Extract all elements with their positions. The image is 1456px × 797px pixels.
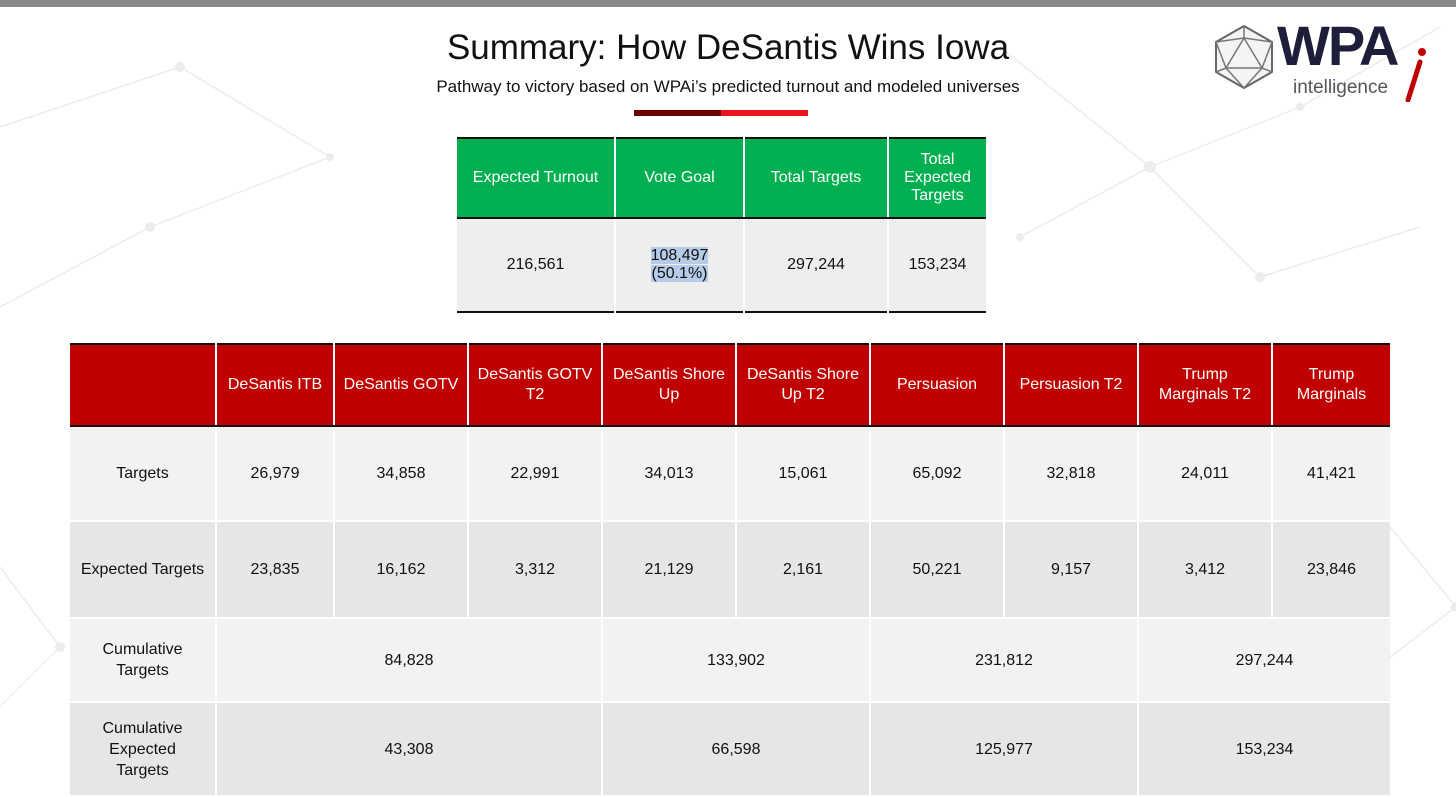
row-label-text: Cumulative Expected Targets — [102, 719, 183, 779]
table-cell: 43,308 — [215, 702, 602, 797]
targets-table: DeSantis ITB DeSantis GOTV DeSantis GOTV… — [70, 343, 1390, 797]
page-subtitle: Pathway to victory based on WPAi’s predi… — [436, 77, 1020, 96]
header-desantis-shore-up-t2: DeSantis Shore Up T2 — [735, 344, 870, 427]
table-cell: 3,312 — [467, 521, 602, 619]
summary-table: Expected Turnout Vote Goal Total Targets… — [457, 137, 986, 313]
table-cell: 153,234 — [1137, 702, 1390, 797]
summary-header-row: Expected Turnout Vote Goal Total Targets… — [457, 138, 986, 219]
table-cell: 23,835 — [215, 521, 334, 619]
network-background — [0, 26, 1456, 708]
value-total-expected-targets: 153,234 — [887, 218, 986, 312]
header-persuasion-t2: Persuasion T2 — [1003, 344, 1138, 427]
table-cell: 41,421 — [1271, 426, 1390, 522]
table-row-expected-targets: Expected Targets 23,835 16,162 3,312 21,… — [70, 521, 1390, 619]
logo-i-mark — [1405, 48, 1426, 102]
table-cell: 15,061 — [735, 426, 870, 522]
header-desantis-gotv: DeSantis GOTV — [333, 344, 468, 427]
table-cell: 16,162 — [333, 521, 468, 619]
table-cell: 34,858 — [333, 426, 468, 522]
logo-tagline: intelligence — [1293, 77, 1389, 98]
header-desantis-shore-up: DeSantis Shore Up — [601, 344, 736, 427]
table-cell: 297,244 — [1137, 618, 1390, 703]
table-cell: 32,818 — [1003, 426, 1138, 522]
value-expected-turnout: 216,561 — [457, 218, 615, 312]
table-row-cumulative-targets: Cumulative Targets 84,828 133,902 231,81… — [70, 618, 1390, 703]
table-row-targets: Targets 26,979 34,858 22,991 34,013 15,0… — [70, 426, 1390, 522]
table-cell: 23,846 — [1271, 521, 1390, 619]
table-cell: 26,979 — [215, 426, 334, 522]
icosahedron-icon — [1215, 25, 1273, 89]
value-total-targets: 297,244 — [743, 218, 888, 312]
value-vote-goal: 108,497 — [650, 247, 709, 264]
header-blank — [70, 344, 216, 427]
value-vote-goal-cell: 108,497 (50.1%) — [614, 218, 744, 312]
value-vote-goal-pct: (50.1%) — [651, 265, 708, 282]
logo-wordmark: WPA — [1277, 14, 1399, 77]
table-cell: 50,221 — [869, 521, 1004, 619]
header-desantis-itb: DeSantis ITB — [215, 344, 334, 427]
table-cell: 133,902 — [601, 618, 870, 703]
table-cell: 3,412 — [1137, 521, 1272, 619]
summary-value-row: 216,561 108,497 (50.1%) 297,244 153,234 — [457, 218, 986, 312]
row-label: Targets — [70, 426, 216, 522]
table-cell: 9,157 — [1003, 521, 1138, 619]
header-expected-turnout: Expected Turnout — [457, 138, 615, 219]
targets-header-row: DeSantis ITB DeSantis GOTV DeSantis GOTV… — [70, 344, 1390, 427]
row-label-text: Cumulative Targets — [102, 641, 183, 679]
header-vote-goal: Vote Goal — [614, 138, 744, 219]
title-divider-red — [721, 110, 808, 116]
header-desantis-gotv-t2: DeSantis GOTV T2 — [467, 344, 602, 427]
table-cell: 24,011 — [1137, 426, 1272, 522]
table-cell: 21,129 — [601, 521, 736, 619]
row-label: Cumulative Targets — [70, 618, 216, 703]
row-label: Cumulative Expected Targets — [70, 702, 216, 797]
table-row-cumulative-expected-targets: Cumulative Expected Targets 43,308 66,59… — [70, 702, 1390, 797]
table-cell: 2,161 — [735, 521, 870, 619]
header-persuasion: Persuasion — [869, 344, 1004, 427]
top-bar — [0, 0, 1456, 7]
wpai-logo: WPA intelligence — [1210, 14, 1442, 105]
table-cell: 125,977 — [869, 702, 1138, 797]
header-trump-marginals: Trump Marginals — [1271, 344, 1390, 427]
header-total-targets: Total Targets — [743, 138, 888, 219]
title-divider-dark — [634, 110, 721, 116]
header-trump-marginals-t2: Trump Marginals T2 — [1137, 344, 1272, 427]
table-cell: 231,812 — [869, 618, 1138, 703]
header-total-expected-targets: Total Expected Targets — [887, 138, 986, 219]
row-label: Expected Targets — [70, 521, 216, 619]
page-title: Summary: How DeSantis Wins Iowa — [446, 28, 1010, 67]
table-cell: 34,013 — [601, 426, 736, 522]
table-cell: 66,598 — [601, 702, 870, 797]
table-cell: 65,092 — [869, 426, 1004, 522]
table-cell: 84,828 — [215, 618, 602, 703]
table-cell: 22,991 — [467, 426, 602, 522]
